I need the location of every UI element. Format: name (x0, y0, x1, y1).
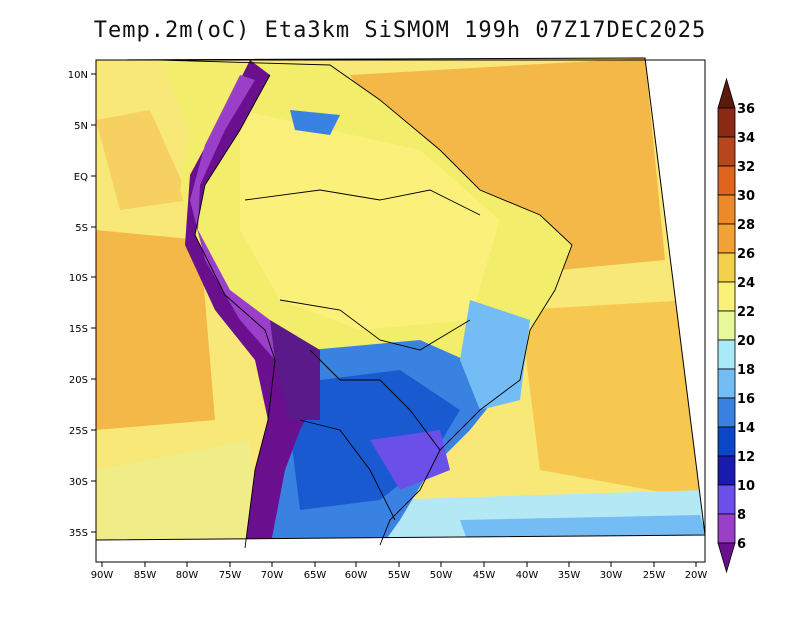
lon-tick-label: 70W (261, 570, 284, 581)
colorbar-level-label: 20 (737, 334, 755, 349)
andes-cordillera (185, 60, 320, 540)
lon-tick-label: 65W (304, 570, 327, 581)
colorbar-segment (717, 426, 736, 457)
lon-tick-label: 45W (473, 570, 496, 581)
lon-tick-label: 80W (176, 570, 199, 581)
lon-tick-label: 90W (91, 570, 114, 581)
colorbar-segment (717, 281, 736, 312)
amazon-region (240, 110, 500, 330)
lat-tick-label: EQ (74, 172, 88, 183)
colorbar-level-label: 6 (737, 537, 746, 552)
lon-tick-label: 35W (558, 570, 581, 581)
cool-pacific-south (96, 440, 260, 540)
colorbar-level-label: 24 (737, 276, 755, 291)
colorbar-level-label: 34 (737, 131, 755, 146)
colorbar-level-label: 12 (737, 450, 755, 465)
lon-tick-label: 60W (345, 570, 368, 581)
lat-tick-label: 15S (69, 324, 88, 335)
amazon-border (244, 189, 481, 216)
warm-south-atlantic (520, 300, 705, 500)
colorbar-level-label: 8 (737, 508, 746, 523)
lat-tick-label: 25S (69, 426, 88, 437)
colorbar-segment (717, 339, 736, 370)
axes-frame (95, 59, 706, 563)
lat-tick-label: 10S (69, 273, 88, 284)
colorbar-min-arrow (717, 542, 736, 574)
colorbar-max-arrow (717, 77, 736, 109)
colorbar-level-label: 30 (737, 189, 755, 204)
colorbar-level-label: 32 (737, 160, 755, 175)
lon-tick-label: 75W (219, 570, 242, 581)
lat-tick-label: 5N (74, 121, 88, 132)
lon-tick-label: 40W (516, 570, 539, 581)
colorbar-segment (717, 513, 736, 544)
warm-pacific-region (96, 230, 215, 430)
colorbar-level-label: 36 (737, 102, 755, 117)
map-title: Temp.2m(oC) Eta3km SiSMOM 199h 07Z17DEC2… (93, 18, 707, 43)
colorbar-segment (717, 165, 736, 196)
colorbar-segment (717, 252, 736, 283)
colorbar-level-label: 26 (737, 247, 755, 262)
colorbar-level-label: 22 (737, 305, 755, 320)
lon-tick-label: 25W (643, 570, 666, 581)
southeast-cool (460, 300, 530, 410)
colorbar-segment (717, 310, 736, 341)
southern-border (309, 349, 441, 451)
guiana-highlands (290, 110, 340, 135)
lon-tick-label: 30W (600, 570, 623, 581)
cold-atlantic-south (460, 515, 705, 540)
warm-atlantic-region (350, 58, 665, 270)
lat-tick-label: 30S (69, 477, 88, 488)
longitude-axis: 90W 85W 80W 75W 70W 65W 60W 55W 50W 45W … (91, 562, 708, 581)
andes-west-slope (190, 75, 290, 360)
colorbar-segment (717, 223, 736, 254)
lat-tick-label: 20S (69, 375, 88, 386)
altiplano (270, 320, 320, 420)
argentina-border (299, 419, 396, 521)
latitude-axis: 10N 5N EQ 5S 10S 15S 20S 25S 30S 35S (68, 70, 96, 539)
central-border (279, 299, 471, 351)
colorbar-level-label: 18 (737, 363, 755, 378)
lon-tick-label: 55W (388, 570, 411, 581)
colorbar-segment (717, 368, 736, 399)
lon-tick-label: 85W (134, 570, 157, 581)
colorbar-level-label: 16 (737, 392, 755, 407)
colorbar-level-label: 28 (737, 218, 755, 233)
coldest-patch (370, 430, 450, 490)
lat-tick-label: 35S (69, 528, 88, 539)
colorbar-segment (717, 484, 736, 515)
colorbar-segment (717, 194, 736, 225)
pacific-north (96, 110, 190, 210)
lon-tick-label: 20W (685, 570, 708, 581)
colorbar-level-label: 10 (737, 479, 755, 494)
map-field (96, 58, 705, 540)
colorbar-segment (717, 136, 736, 167)
political-borders (159, 59, 573, 549)
lat-tick-label: 5S (75, 223, 88, 234)
colorbar-level-label: 14 (737, 421, 755, 436)
lat-tick-label: 10N (68, 70, 88, 81)
colorbar-segment (717, 397, 736, 428)
atlantic-coastline (159, 59, 573, 546)
colorbar-segment (717, 107, 736, 138)
colorbar-segment (717, 455, 736, 486)
pacific-coastline (194, 74, 276, 549)
colorbar: 36 34 32 30 28 26 24 22 20 18 16 14 12 10 8 6 (717, 77, 755, 574)
lon-tick-label: 50W (430, 570, 453, 581)
